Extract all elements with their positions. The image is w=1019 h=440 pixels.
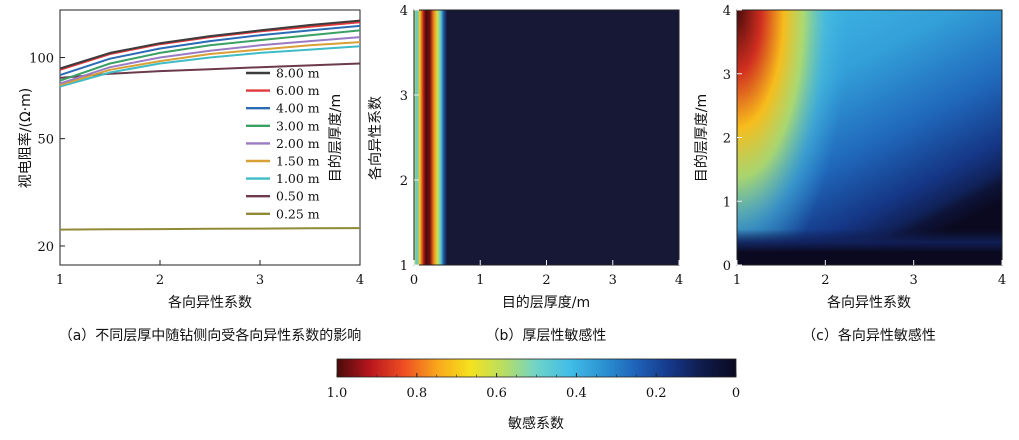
chart-b-xtick-label: 3 (609, 273, 617, 288)
colorbar-title: 敏感系数 (508, 415, 564, 432)
chart-b-xlabel: 目的层厚度/m (502, 295, 590, 311)
chart-a-xtick-label: 4 (356, 273, 364, 288)
chart-b-xtick-label: 2 (542, 273, 550, 288)
chart-a-legend-label: 0.50 m (276, 189, 320, 204)
colorbar-ticks: 1.0 0.8 0.6 0.4 0.2 0 (327, 373, 740, 401)
chart-a-series-line (59, 36, 361, 85)
colorbar-tick-label: 0.8 (406, 386, 427, 401)
chart-b-ytick-label: 2 (400, 174, 408, 189)
chart-a-series-line (59, 19, 361, 70)
chart-a-series-group (59, 19, 361, 231)
chart-a-series-line (59, 45, 361, 88)
chart-a-series-line (59, 29, 361, 82)
chart-c-ytick-label: 1 (723, 195, 731, 210)
chart-b-xtick-label: 4 (675, 273, 683, 288)
chart-a-legend-label: 1.00 m (276, 171, 320, 186)
chart-a-legend-label: 0.25 m (276, 206, 320, 221)
chart-c-caption: （c）各向异性敏感性 (802, 327, 936, 344)
chart-b-ytick-label: 1 (400, 259, 408, 274)
chart-a-legend-label: 3.00 m (276, 118, 320, 133)
chart-c-ytick-label: 4 (723, 4, 731, 19)
colorbar-tick-label: 0.4 (566, 386, 587, 401)
chart-b-caption: （b）厚层性敏感性 (486, 327, 607, 344)
chart-b-heatmap-stripe (414, 10, 679, 265)
chart-c-xtick-label: 1 (733, 273, 741, 288)
chart-b-ylabel: 各向异性系数 (368, 96, 384, 180)
colorbar-tick-label: 0.2 (646, 386, 667, 401)
chart-a-xtick-label: 1 (56, 273, 64, 288)
chart-b-xtick-label: 0 (410, 273, 418, 288)
chart-c-xtick-label: 2 (821, 273, 829, 288)
chart-c-ytick-label: 0 (723, 259, 731, 274)
colorbar-tick-label: 0 (732, 386, 740, 401)
chart-a-series-line (59, 41, 361, 87)
chart-a: 1 2 3 4 20 50 100 8.00 m 6.00 m 4.00 m 3.00 m 2.00… (17, 9, 364, 344)
chart-c-ytick-label: 2 (723, 132, 731, 147)
chart-a-legend-title: 目的层厚度/m (328, 94, 344, 182)
chart-a-legend-label: 1.50 m (276, 154, 320, 169)
chart-a-ytick-label: 20 (37, 240, 54, 255)
chart-c-ylabel: 目的层厚度/m (694, 94, 710, 182)
colorbar: 1.0 0.8 0.6 0.4 0.2 0 敏感系数 (327, 358, 740, 432)
chart-a-ylabel: 视电阻率/(Ω·m) (17, 88, 34, 188)
chart-b-ytick-label: 3 (400, 89, 408, 104)
chart-a-xtick-label: 2 (156, 273, 164, 288)
chart-a-series-line (59, 24, 361, 77)
chart-c-xtick-label: 3 (910, 273, 918, 288)
chart-a-legend-label: 2.00 m (276, 136, 320, 151)
chart-a-ytick-label: 100 (29, 51, 54, 66)
chart-a-axes: 1 2 3 4 20 50 100 (29, 51, 364, 288)
chart-a-xtick-label: 3 (256, 273, 264, 288)
chart-a-legend-label: 6.00 m (276, 83, 320, 98)
colorbar-tick-label: 0.6 (486, 386, 507, 401)
colorbar-tick-label: 1.0 (327, 386, 348, 401)
chart-a-ytick-label: 50 (37, 133, 54, 148)
chart-c-ytick-label: 3 (723, 68, 731, 83)
chart-a-series-line (59, 227, 361, 231)
chart-c-heatmap-bottom-band (737, 10, 1002, 265)
colorbar-gradient (336, 358, 737, 378)
chart-a-legend-label: 4.00 m (276, 101, 320, 116)
chart-c-xlabel: 各向异性系数 (827, 295, 911, 311)
chart-b-xtick-label: 1 (476, 273, 484, 288)
chart-b-ytick-label: 4 (400, 4, 408, 19)
chart-a-legend-label: 8.00 m (276, 66, 320, 81)
chart-a-xlabel: 各向异性系数 (168, 295, 252, 311)
chart-a-legend: 8.00 m 6.00 m 4.00 m 3.00 m 2.00 m 1.50 m 1.00… (246, 66, 344, 221)
chart-a-series-line (59, 62, 361, 79)
chart-c-xtick-label: 4 (998, 273, 1006, 288)
chart-a-caption: （a）不同层厚中随钻侧向受各向异性系数的影响 (59, 328, 362, 344)
